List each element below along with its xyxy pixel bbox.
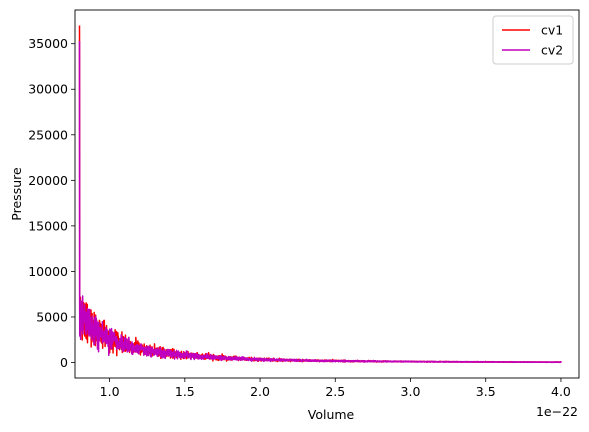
y-tick-label: 5000 xyxy=(36,309,68,324)
x-axis-offset-label: 1e−22 xyxy=(536,404,578,419)
x-axis-ticks: 1.0 1.5 2.0 2.5 3.0 3.5 4.0 xyxy=(100,378,571,399)
legend: cv1 cv2 xyxy=(492,15,574,65)
y-tick-label: 25000 xyxy=(28,127,68,142)
x-tick-label: 1.5 xyxy=(175,384,195,399)
y-tick-label: 10000 xyxy=(28,264,68,279)
y-axis-label: Pressure xyxy=(9,167,24,221)
x-tick-label: 3.5 xyxy=(476,384,496,399)
series-line-cv2 xyxy=(78,40,562,364)
x-tick-label: 3.0 xyxy=(401,384,421,399)
x-tick-label: 4.0 xyxy=(551,384,571,399)
plot-area-frame xyxy=(74,9,580,379)
y-tick-label: 15000 xyxy=(28,218,68,233)
series-line-cv1 xyxy=(78,25,562,364)
legend-label-cv2: cv2 xyxy=(541,43,563,58)
legend-label-cv1: cv1 xyxy=(541,23,563,38)
series-layer xyxy=(78,25,562,364)
x-tick-label: 1.0 xyxy=(100,384,120,399)
x-tick-label: 2.0 xyxy=(250,384,270,399)
y-axis-ticks: 0 5000 10000 15000 20000 25000 30000 35000 xyxy=(28,36,75,370)
x-tick-label: 2.5 xyxy=(325,384,345,399)
y-tick-label: 30000 xyxy=(28,82,68,97)
legend-box xyxy=(492,15,574,65)
x-axis-label: Volume xyxy=(308,407,355,422)
y-tick-label: 0 xyxy=(60,355,68,370)
y-tick-label: 35000 xyxy=(28,36,68,51)
y-tick-label: 20000 xyxy=(28,173,68,188)
